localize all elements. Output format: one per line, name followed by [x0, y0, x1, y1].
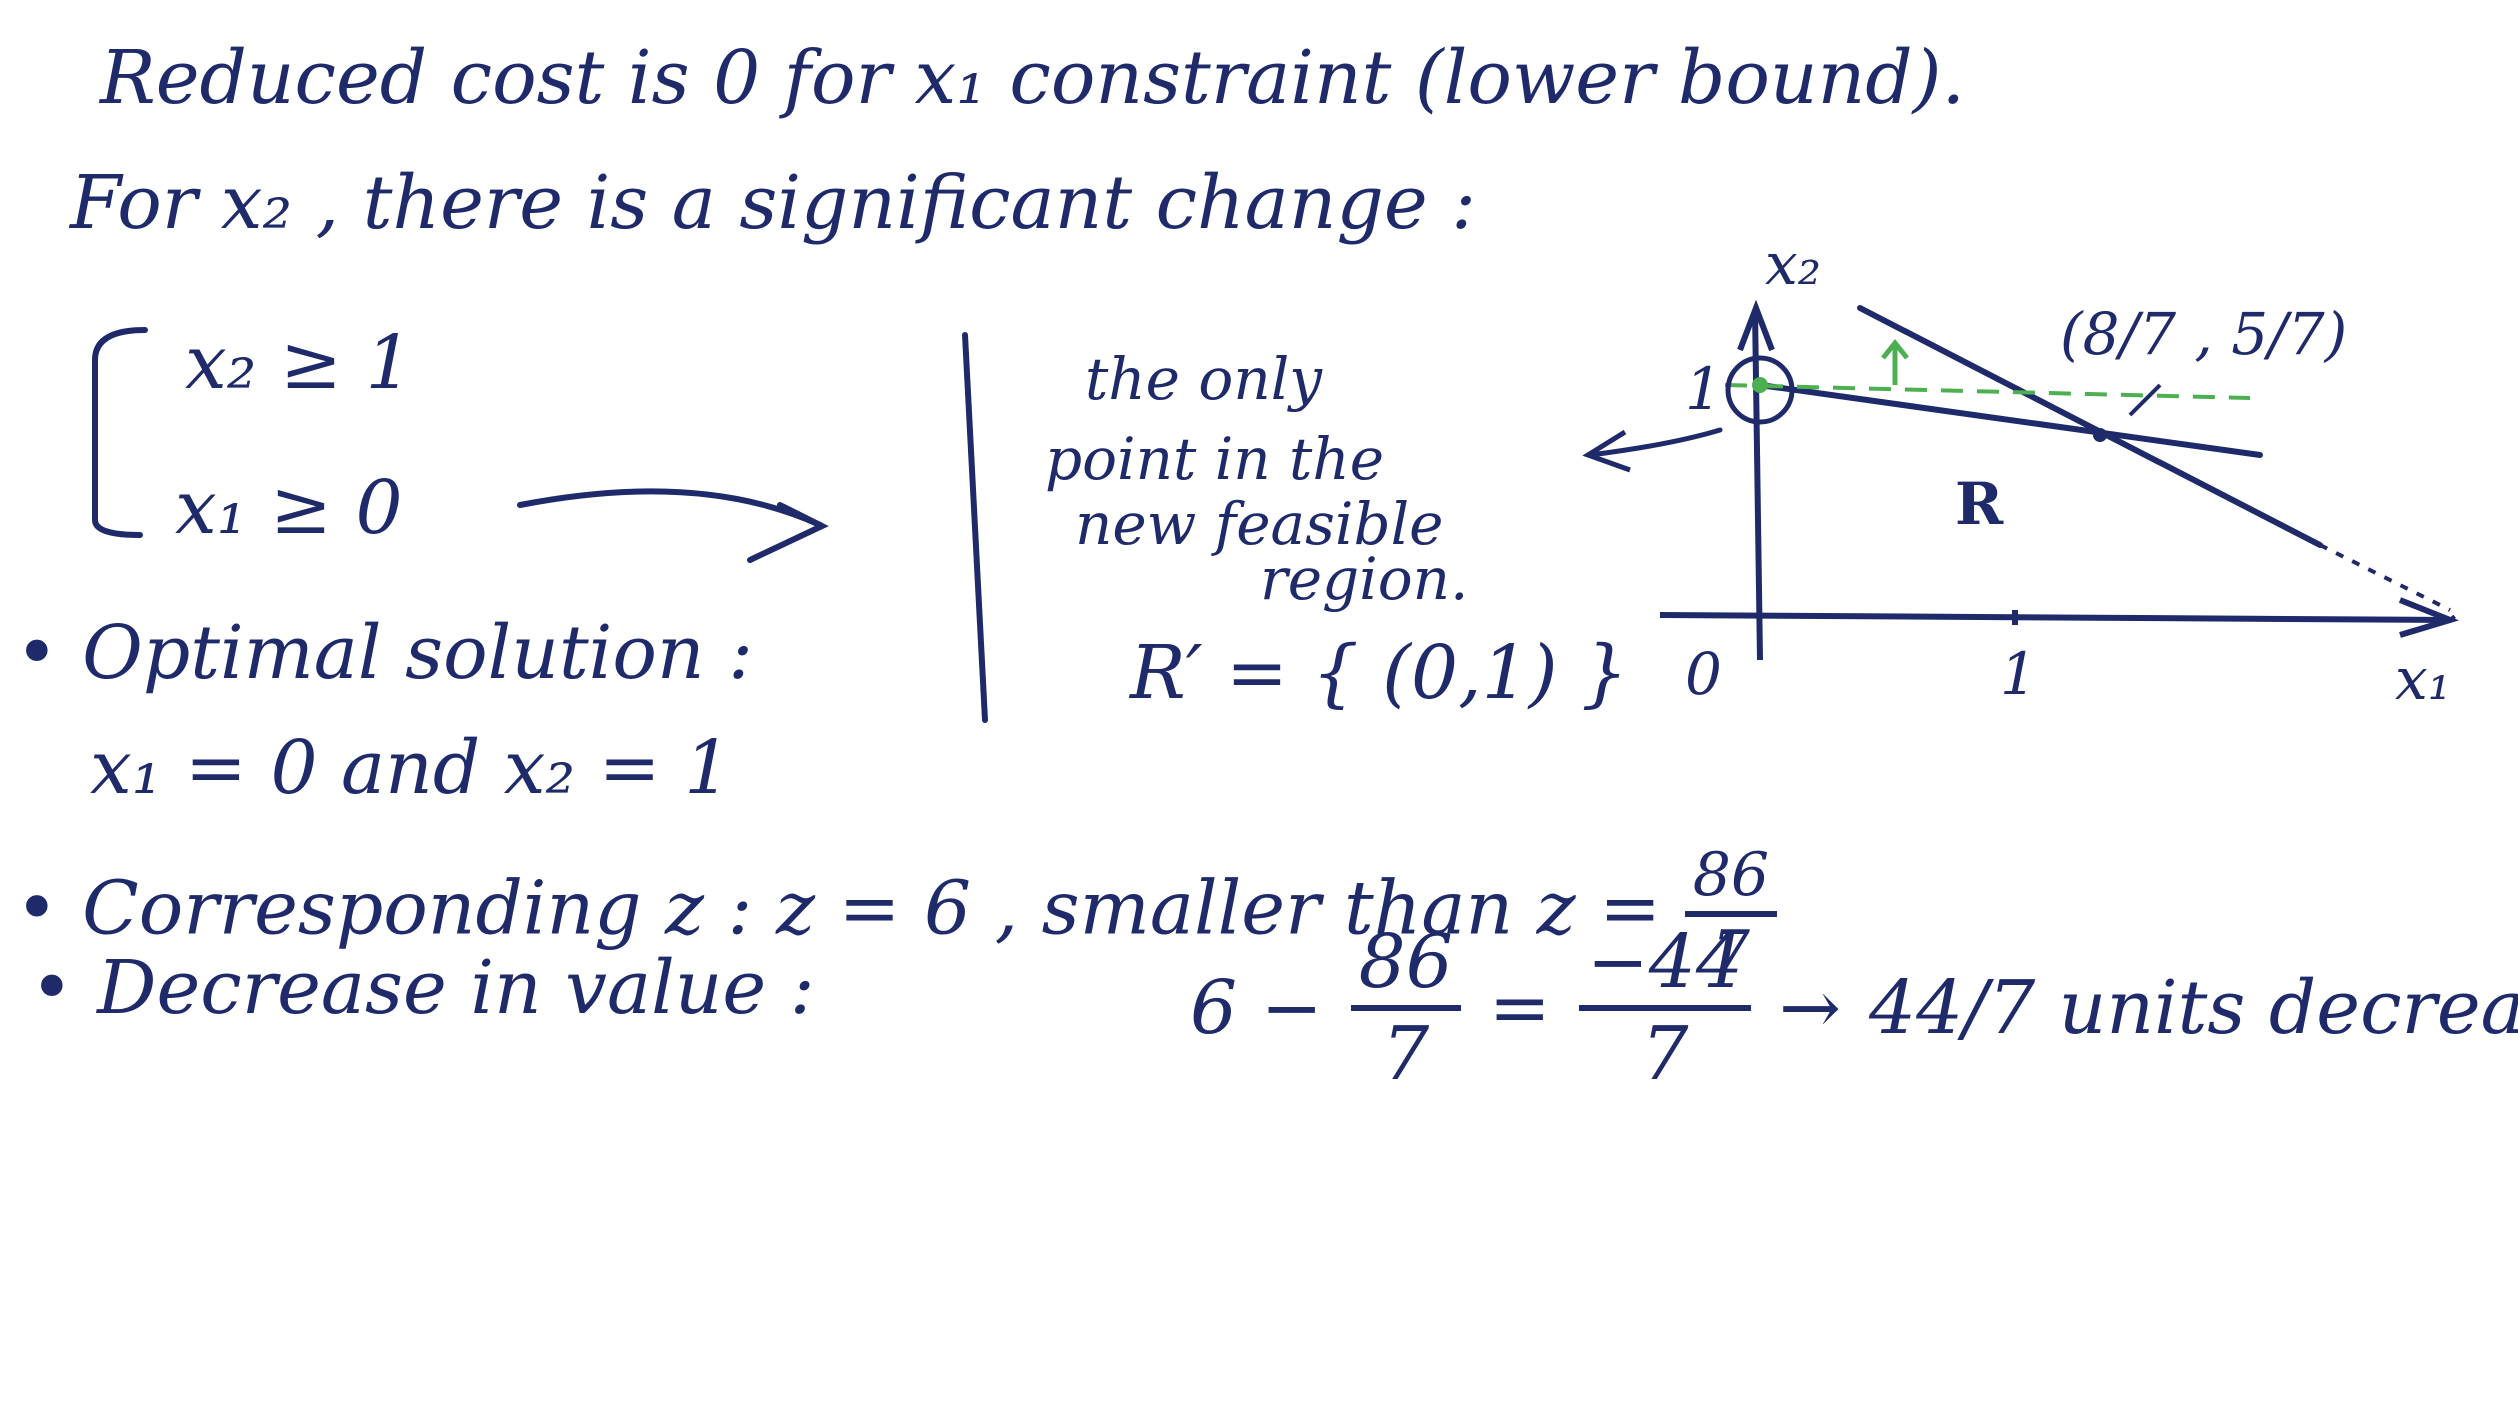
region-label: R	[1955, 470, 2004, 538]
vertical-separator	[962, 332, 988, 723]
pointer-arrow	[1587, 427, 1723, 458]
decrease-fraction-1: 86 7	[1350, 925, 1461, 1097]
new-constraint-line	[1724, 383, 2251, 400]
decrease-arrow: →	[1778, 965, 1841, 1051]
decrease-num-1: 86	[1350, 925, 1461, 1011]
z-old-fraction: 86 7	[1684, 845, 1778, 988]
note-line-1: the only	[1085, 345, 1323, 413]
note-line-2: point in the	[1045, 425, 1385, 493]
x-axis-label: x₁	[2395, 645, 2451, 713]
shift-up-arrowhead	[1881, 338, 1909, 360]
intersection-point	[2093, 428, 2107, 442]
x2-change-line: For x₂ , there is a significant change :	[70, 160, 1477, 246]
constraint-line-2-dashed	[2319, 543, 2451, 612]
x-axis	[1659, 612, 2451, 623]
intersection-label: (8/7 , 5/7)	[2060, 300, 2348, 368]
z-old-numerator: 86	[1684, 845, 1778, 917]
x-axis-tail	[2448, 610, 2462, 622]
x-tick-1-label: 1	[2000, 640, 2037, 708]
corresponding-z-text: • Corresponding z : z = 6 , smaller than…	[15, 865, 1662, 952]
y-axis-label: x₂	[1765, 230, 1821, 298]
optimal-solution-values: x₁ = 0 and x₂ = 1	[90, 725, 732, 811]
z-old-denominator: 7	[1711, 918, 1750, 988]
optimal-solution-heading: • Optimal solution :	[15, 610, 754, 696]
new-optimum-circle	[1725, 355, 1795, 425]
curved-arrow-head	[747, 502, 829, 563]
constraint-x1: x₁ ≥ 0	[175, 465, 403, 551]
new-feasible-set: R′ = { (0,1) }	[1130, 630, 1629, 716]
point-label-arrow	[2128, 383, 2162, 417]
decrease-num-2: −44	[1578, 925, 1751, 1011]
new-optimum-point	[1752, 377, 1768, 393]
decrease-den-1: 7	[1382, 1011, 1430, 1097]
origin-label: 0	[1685, 640, 1722, 708]
reduced-cost-line: Reduced cost is 0 for x₁ constraint (low…	[100, 35, 1965, 121]
constraint-x2: x₂ ≥ 1	[185, 320, 413, 406]
corresponding-z-line: • Corresponding z : z = 6 , smaller than…	[15, 845, 1778, 988]
decrease-equation: 6 − 86 7 = −44 7 → 44/7 units decrease.	[1190, 925, 2518, 1091]
pointer-arrowhead	[1582, 429, 1631, 473]
y-axis-arrowhead	[1737, 299, 1775, 352]
decrease-equals: =	[1488, 965, 1551, 1051]
note-line-4: region.	[1260, 545, 1469, 613]
constraint-line-2	[1857, 305, 2323, 548]
decrease-fraction-2: −44 7	[1578, 925, 1751, 1097]
note-line-3: new feasible	[1075, 490, 1444, 558]
y-tick-1-label: 1	[1685, 355, 1722, 423]
decrease-six: 6 −	[1190, 965, 1323, 1051]
y-axis	[1752, 309, 1763, 661]
constraint-line-1	[1757, 382, 2263, 458]
decrease-heading: • Decrease in value :	[30, 945, 815, 1031]
decrease-den-2: 7	[1641, 1011, 1689, 1097]
system-bracket	[92, 327, 148, 538]
decrease-result: 44/7 units decrease.	[1868, 965, 2518, 1051]
curved-arrow	[517, 488, 823, 528]
